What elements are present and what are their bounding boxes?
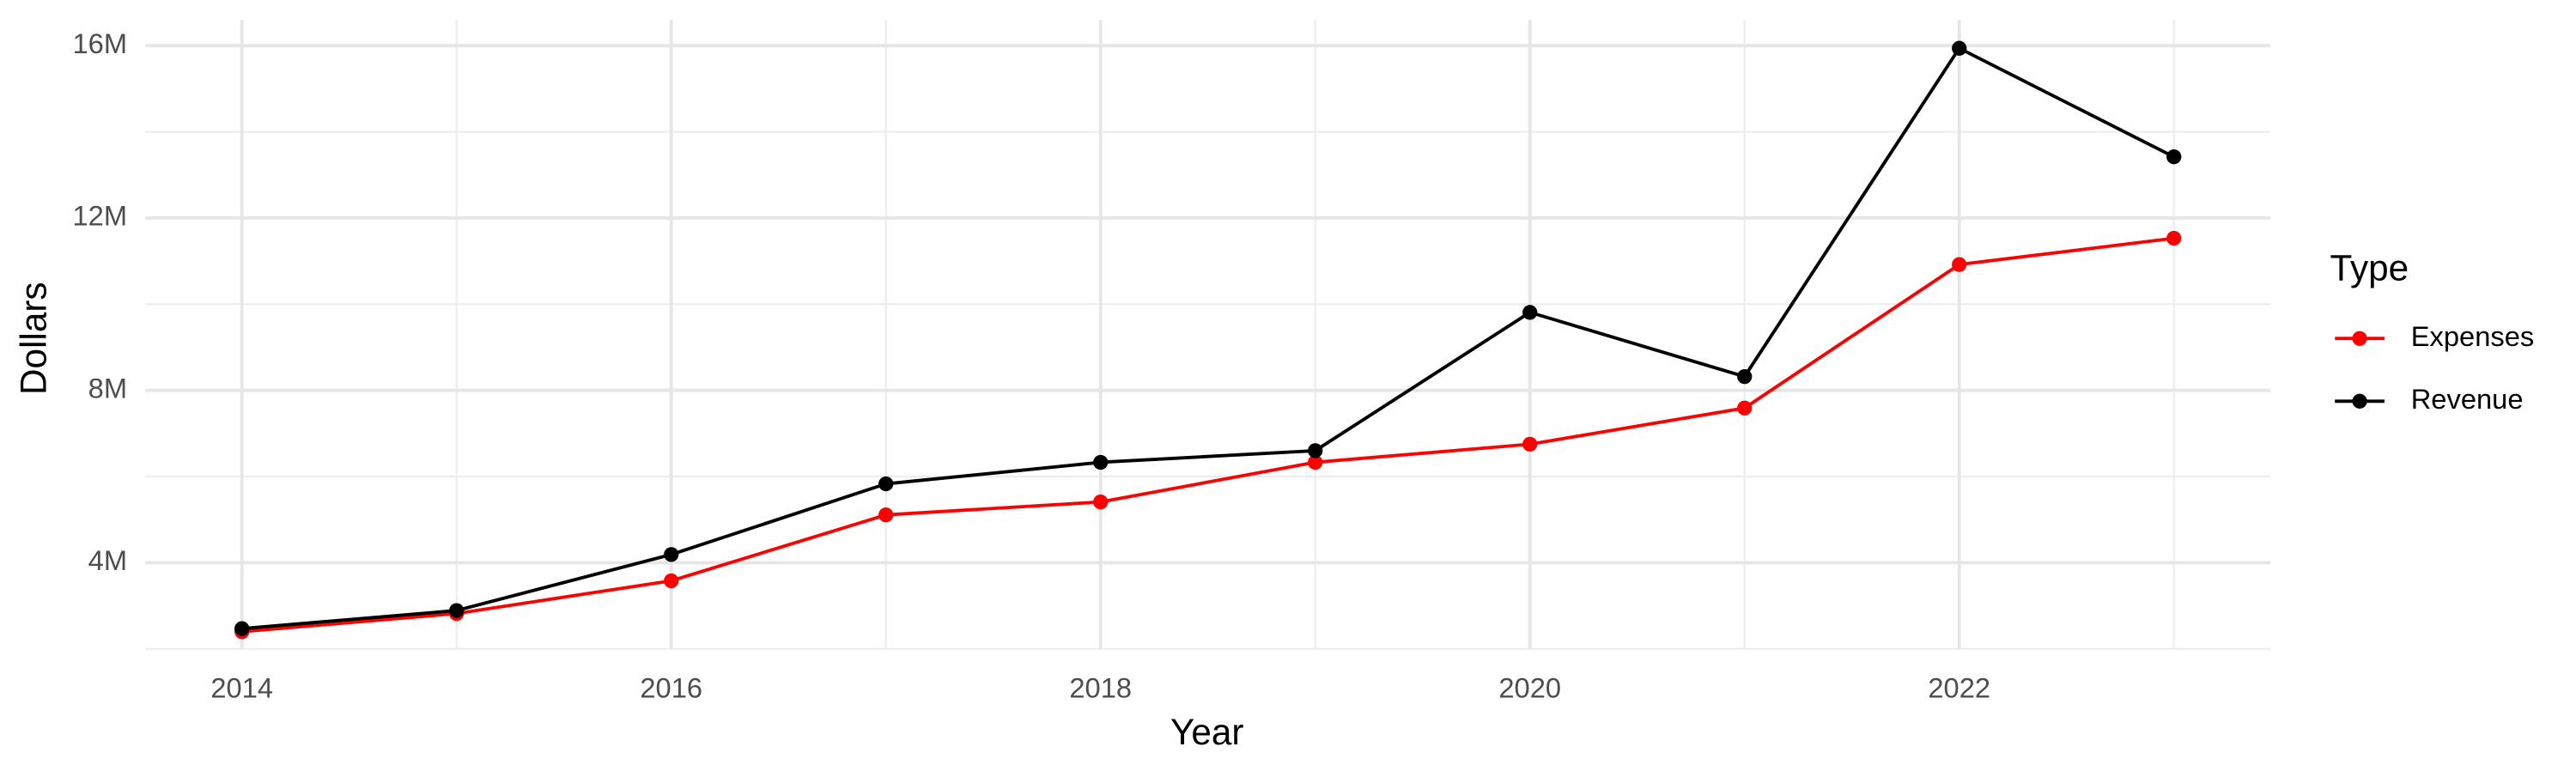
grid bbox=[145, 20, 2271, 650]
data-point bbox=[1093, 494, 1109, 510]
data-point bbox=[664, 547, 679, 562]
data-point bbox=[1952, 40, 1967, 56]
x-tick-label: 2018 bbox=[1069, 671, 1132, 703]
data-point bbox=[1952, 257, 1967, 272]
data-point bbox=[878, 476, 894, 492]
data-point bbox=[1522, 305, 1538, 320]
data-point bbox=[878, 507, 894, 523]
y-tick-label: 12M bbox=[72, 200, 127, 232]
x-axis-title: Year bbox=[1170, 712, 1243, 752]
data-point bbox=[1308, 443, 1323, 458]
series-line bbox=[241, 46, 2175, 631]
legend-title: Type bbox=[2330, 248, 2409, 288]
legend-label: Revenue bbox=[2411, 383, 2524, 415]
legend-point bbox=[2352, 331, 2367, 346]
data-point bbox=[664, 573, 679, 589]
x-tick-label: 2014 bbox=[210, 671, 273, 703]
y-tick-label: 4M bbox=[88, 544, 127, 576]
data-point bbox=[1308, 454, 1323, 470]
series-line bbox=[241, 236, 2174, 634]
data-point bbox=[449, 603, 465, 618]
x-tick-label: 2020 bbox=[1498, 671, 1561, 703]
data-point bbox=[1737, 368, 1753, 385]
x-tick-label: 2022 bbox=[1928, 671, 1990, 703]
data-point bbox=[1522, 436, 1538, 452]
x-tick-label: 2016 bbox=[640, 671, 702, 703]
data-point bbox=[1737, 400, 1753, 416]
y-tick-label: 16M bbox=[72, 27, 127, 59]
legend-label: Expenses bbox=[2411, 320, 2535, 352]
legend-point bbox=[2352, 393, 2367, 409]
y-tick-label: 8M bbox=[88, 372, 127, 404]
data-point bbox=[2166, 149, 2182, 165]
data-point bbox=[2166, 230, 2182, 246]
y-axis-title: Dollars bbox=[13, 282, 53, 395]
data-point bbox=[234, 621, 250, 636]
data-point bbox=[1093, 454, 1109, 470]
